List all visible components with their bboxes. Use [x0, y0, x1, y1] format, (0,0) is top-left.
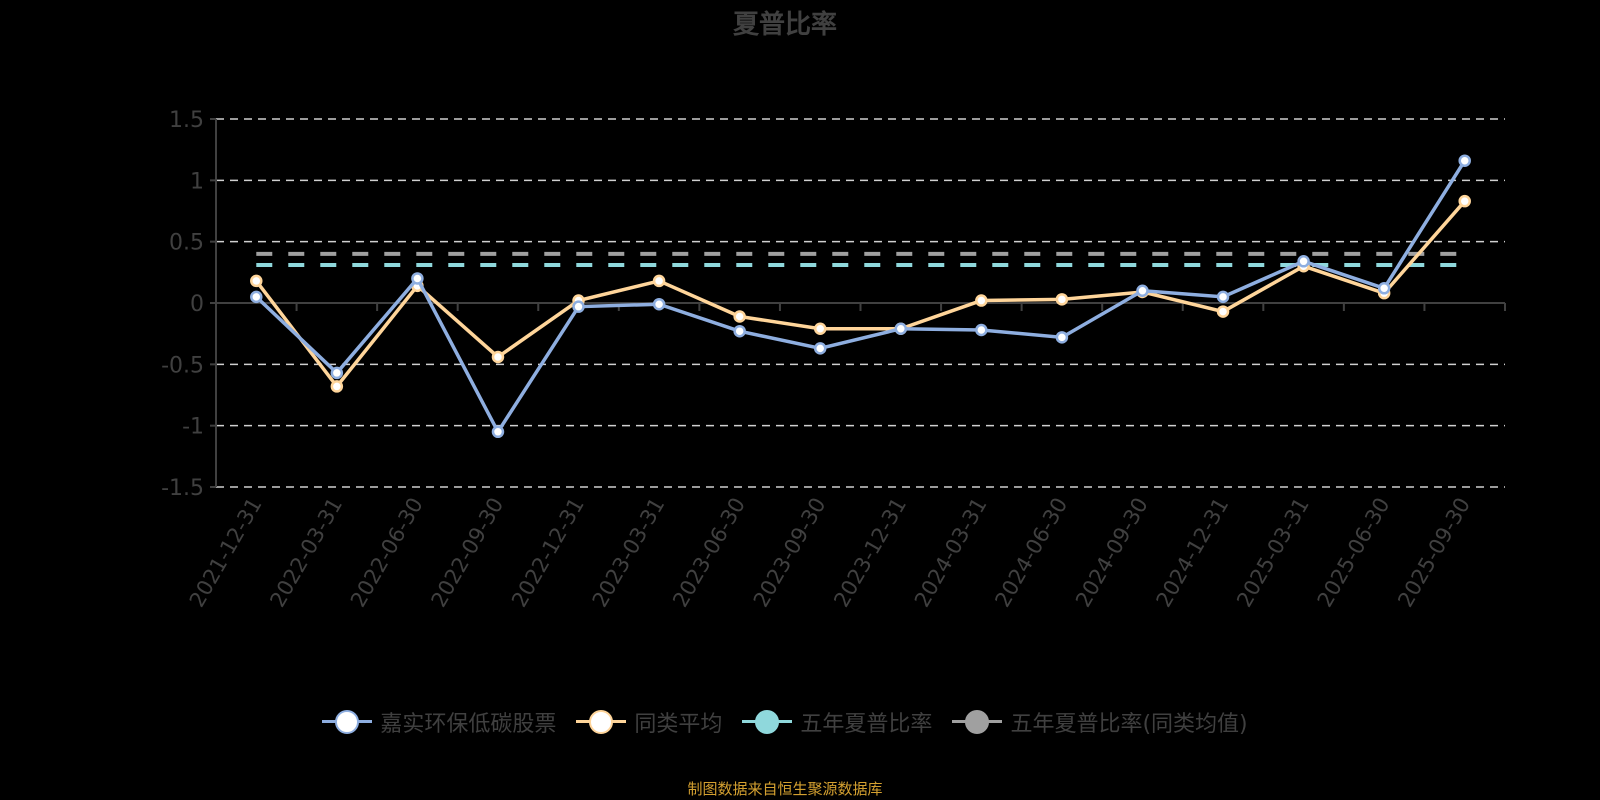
data-point — [1377, 282, 1391, 295]
legend-item-fund[interactable]: 嘉实环保低碳股票 — [322, 706, 556, 738]
legend-item-five-year-sharpe[interactable]: 五年夏普比率 — [742, 706, 932, 738]
x-tick-label: 2023-06-30 — [668, 494, 750, 612]
data-point — [1297, 255, 1310, 268]
y-tick-label: -1.5 — [161, 476, 204, 501]
chart-title: 夏普比率 — [732, 10, 837, 40]
data-point — [491, 425, 505, 439]
y-tick-label: -0.5 — [161, 353, 204, 378]
legend-label: 嘉实环保低碳股票 — [380, 712, 557, 737]
x-tick-label: 2021-12-31 — [185, 494, 267, 612]
data-point — [1136, 284, 1149, 297]
legend-label: 五年夏普比率 — [800, 712, 933, 737]
data-point — [813, 342, 827, 355]
legend-label: 五年夏普比率(同类均值) — [1010, 712, 1248, 737]
x-tick-label: 2025-03-31 — [1232, 494, 1314, 612]
data-point — [975, 294, 988, 307]
x-tick-label: 2022-06-30 — [346, 494, 428, 612]
data-point — [330, 380, 344, 393]
y-tick-label: -1 — [182, 415, 204, 440]
x-tick-label: 2024-12-31 — [1152, 494, 1234, 612]
y-tick-label: 1.5 — [169, 108, 204, 133]
data-point — [652, 297, 666, 311]
data-point — [330, 366, 344, 380]
data-point — [491, 350, 505, 364]
reference-lines — [256, 251, 1465, 267]
data-point — [250, 290, 263, 304]
data-point — [813, 322, 827, 336]
data-point — [733, 310, 746, 323]
legend-item-five-year-sharpe-peer[interactable]: 五年夏普比率(同类均值) — [952, 706, 1248, 738]
data-series — [250, 154, 1471, 439]
legend-marker-icon — [952, 708, 1003, 736]
x-tick-label: 2023-09-30 — [749, 494, 831, 612]
data-point — [250, 274, 263, 288]
data-point — [894, 322, 908, 336]
y-tick-label: 1 — [190, 169, 204, 194]
x-tick-label: 2024-06-30 — [990, 494, 1072, 612]
series-line — [255, 159, 1467, 436]
y-tick-label: 0 — [190, 292, 204, 317]
y-tick-label: 0.5 — [169, 231, 204, 256]
x-tick-label: 2023-03-31 — [588, 494, 670, 612]
x-tick-label: 2024-09-30 — [1071, 494, 1153, 612]
legend-marker-icon — [322, 708, 373, 736]
data-point — [1458, 154, 1471, 167]
grid-lines — [216, 118, 1505, 488]
legend-label: 同类平均 — [634, 712, 723, 737]
data-point — [1055, 331, 1069, 344]
source-note: 制图数据来自恒生聚源数据库 — [687, 780, 883, 798]
x-tick-label: 2025-09-30 — [1393, 494, 1475, 612]
x-tick-label: 2022-09-30 — [426, 494, 508, 612]
series-line — [254, 200, 1467, 390]
data-point — [411, 272, 424, 285]
data-point — [1216, 290, 1230, 304]
x-tick-label: 2025-06-30 — [1313, 494, 1395, 612]
x-tick-label: 2024-03-31 — [910, 494, 992, 612]
data-point — [975, 323, 988, 337]
y-axis: 1.5 1 0.5 0 -0.5 -1 -1.5 — [161, 108, 217, 501]
data-point — [1458, 194, 1471, 208]
data-point — [1055, 293, 1069, 306]
legend: 嘉实环保低碳股票 同类平均 五年夏普比率 五年夏普比率(同类均值) — [0, 706, 1570, 738]
legend-item-peer-average[interactable]: 同类平均 — [576, 706, 722, 738]
legend-marker-icon — [742, 708, 793, 736]
data-point — [572, 300, 585, 313]
data-point — [652, 274, 666, 288]
data-point — [1216, 305, 1230, 318]
x-tick-label: 2022-12-31 — [507, 494, 589, 612]
data-point — [733, 324, 746, 338]
legend-marker-icon — [576, 708, 627, 736]
x-tick-label: 2023-12-31 — [829, 494, 911, 612]
x-tick-label: 2022-03-31 — [265, 494, 347, 612]
x-axis: 2021-12-312022-03-312022-06-302022-09-30… — [185, 302, 1506, 612]
